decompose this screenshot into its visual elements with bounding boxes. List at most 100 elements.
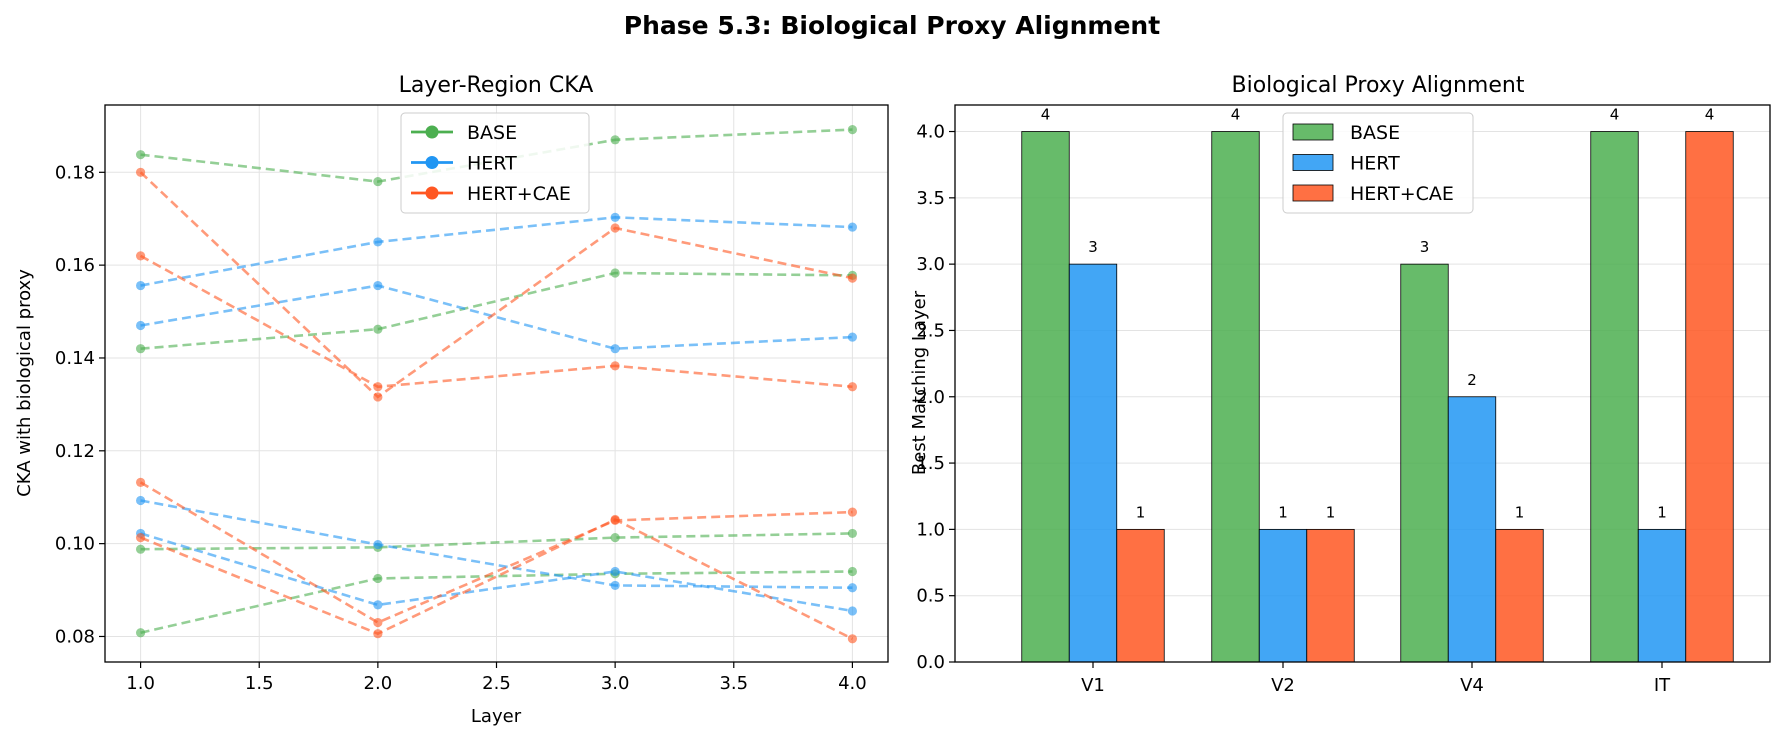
line-point-hert [373,280,383,291]
line-point-hert [135,280,146,291]
line-series-hert-cae [139,481,853,625]
line-point-hert-cae [373,382,383,392]
line-chart-legend: BASE HERT HERT+CAE [400,112,590,214]
line-point-base [373,176,383,187]
figure-suptitle: Phase 5.3: Biological Proxy Alignment [624,11,1160,40]
line-chart: 1.0 1.5 2.0 2.5 3.0 3.5 4.0 0.08 0.10 0.12 0.14 0.1… [14,73,889,727]
bar-legend-label: HERT+CAE [1350,183,1454,205]
bar-chart-y-tick-label: 2.0 [916,387,945,408]
line-point-base [610,135,620,145]
line-legend-swatch-marker [425,186,439,200]
line-legend-swatch-marker [425,125,439,139]
bar-chart-x-tick-label: V1 [1081,675,1105,696]
line-point-base [373,324,383,334]
bar-base-v1 [1021,131,1070,663]
line-chart-title: Layer-Region CKA [399,73,594,98]
line-point-hert-cae [135,477,146,487]
line-chart-y-tick-label: 0.08 [55,626,95,647]
bar-legend-swatch [1292,123,1334,141]
bar-hert-cae-it [1685,131,1734,663]
line-point-base [135,150,146,160]
bar-base-v2 [1211,131,1260,663]
line-chart-ticks: 1.0 1.5 2.0 2.5 3.0 3.5 4.0 0.08 0.10 0.12 0.14 0.1… [55,162,867,694]
bar-legend-swatch [1292,154,1334,171]
line-chart-x-tick-label: 1.5 [245,673,274,694]
bar-hert-v4 [1447,396,1497,663]
bar-chart-frame [954,104,1771,663]
line-point-hert-cae [610,514,620,525]
line-point-hert-cae [373,392,383,402]
bar-chart-y-tick-label: 0.0 [916,652,945,673]
line-point-hert [135,495,146,506]
line-chart-x-tick-label: 1.0 [126,673,155,694]
bar-value-label: 4 [1610,106,1620,124]
line-point-hert [135,320,146,331]
bar-value-label: 1 [1326,503,1336,521]
bar-chart-legend: BASE HERT HERT+CAE [1282,112,1474,214]
line-chart-y-tick-label: 0.18 [55,162,95,183]
line-point-hert [847,222,858,232]
bar-chart-y-tick-label: 4.0 [916,122,945,143]
line-point-hert-cae [373,617,383,628]
line-point-base [610,268,620,278]
bar-chart-y-tick-label: 1.5 [916,453,945,474]
line-point-hert [373,600,383,610]
line-point-hert-cae [373,629,383,639]
bar-value-label: 4 [1705,106,1715,124]
line-legend-label: BASE [467,122,517,144]
line-point-hert-cae [135,167,146,177]
line-series-hert [140,532,853,613]
line-series-hert [140,284,853,350]
line-series-hert [140,216,853,287]
line-chart-y-tick-label: 0.16 [55,255,95,276]
bar-hert-v2 [1258,528,1308,663]
bar-hert-v1 [1068,263,1118,663]
line-point-hert-cae [847,382,858,392]
bar-value-label: 1 [1515,503,1525,521]
bar-base-v4 [1400,263,1449,663]
bar-value-label: 4 [1041,106,1051,124]
bar-hert-cae-v1 [1116,528,1165,663]
line-legend-label: HERT+CAE [467,183,571,205]
line-point-base [847,566,858,577]
line-point-base [135,344,146,354]
line-point-hert [847,332,858,342]
line-chart-y-axis-label: CKA with biological proxy [14,269,35,497]
line-chart-x-tick-label: 3.5 [719,673,748,694]
line-point-base [135,628,146,638]
line-point-hert [610,212,620,222]
bar-hert-it [1637,528,1687,663]
bar-hert-cae-v4 [1495,528,1544,663]
line-point-base [610,533,620,543]
line-chart-x-tick-label: 2.5 [482,673,511,694]
bar-hert-cae-v2 [1306,528,1355,663]
bar-legend-label: BASE [1350,122,1400,144]
line-point-hert [847,583,858,593]
line-chart-y-tick-label: 0.10 [55,534,95,555]
bar-value-label: 1 [1278,503,1288,521]
line-point-hert-cae [847,634,858,644]
bar-value-label: 2 [1467,371,1477,389]
line-chart-y-tick-label: 0.14 [55,348,95,369]
bar-value-label: 3 [1420,238,1430,256]
bar-legend-label: HERT [1350,153,1400,175]
line-point-hert-cae [847,273,858,283]
line-series-base [140,128,853,183]
line-legend-label: HERT [467,153,517,175]
line-point-hert [847,606,858,616]
line-point-hert-cae [847,507,858,517]
line-chart-y-tick-label: 0.12 [55,441,95,462]
bar-chart-y-tick-label: 0.5 [916,586,945,607]
line-series-base [140,271,853,350]
bar-value-label: 3 [1088,238,1098,256]
line-point-base [373,573,383,584]
bar-chart-bars: 4 3 1 4 1 1 3 2 1 4 1 4 [1021,106,1734,663]
bar-base-it [1590,131,1639,663]
bar-value-label: 1 [1136,503,1146,521]
bar-chart-y-tick-label: 3.0 [916,254,945,275]
bar-chart-y-tick-label: 1.0 [916,519,945,540]
bar-legend-swatch [1292,184,1334,202]
bar-value-label: 4 [1231,106,1241,124]
line-chart-x-tick-label: 3.0 [601,673,630,694]
